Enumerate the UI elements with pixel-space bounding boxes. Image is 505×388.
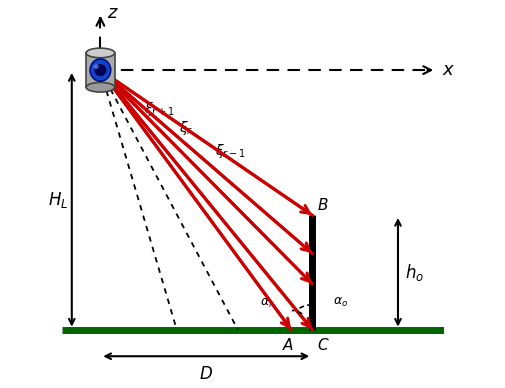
Ellipse shape (95, 65, 106, 76)
Text: $C$: $C$ (316, 337, 329, 353)
Text: $\alpha_r$: $\alpha_r$ (259, 297, 273, 310)
Text: $h_o$: $h_o$ (404, 262, 423, 283)
Bar (86, 53, 115, 87)
Text: $\xi_{r+1}$: $\xi_{r+1}$ (144, 100, 175, 118)
Ellipse shape (86, 83, 115, 92)
Text: $D$: $D$ (199, 365, 213, 383)
Text: $z$: $z$ (107, 4, 119, 22)
Ellipse shape (86, 48, 115, 58)
Text: $\alpha_o$: $\alpha_o$ (332, 295, 347, 308)
Ellipse shape (90, 59, 111, 81)
Text: $B$: $B$ (316, 197, 328, 213)
Text: $\xi_r$: $\xi_r$ (178, 119, 192, 137)
Text: $x$: $x$ (441, 61, 454, 79)
Text: $A$: $A$ (281, 337, 293, 353)
Ellipse shape (93, 64, 98, 69)
Text: $H_L$: $H_L$ (47, 190, 68, 210)
Text: $\xi_{r-1}$: $\xi_{r-1}$ (215, 142, 245, 160)
